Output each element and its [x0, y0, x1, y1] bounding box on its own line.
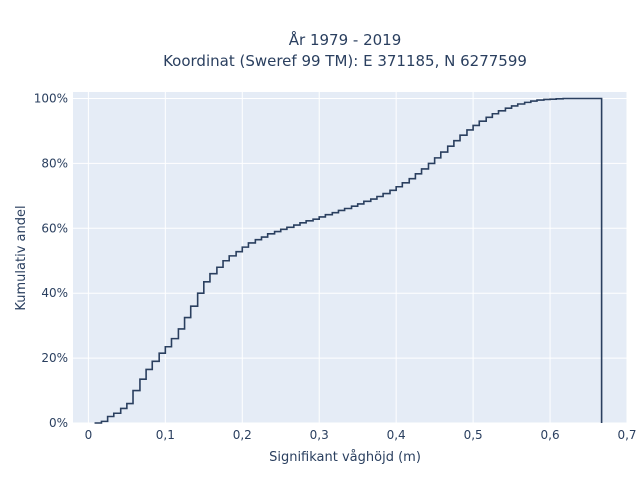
plot-area	[73, 92, 627, 423]
chart-title-line-2: Koordinat (Sweref 99 TM): E 371185, N 62…	[163, 52, 527, 70]
x-tick-label: 0,7	[617, 428, 636, 442]
x-tick-label: 0,6	[541, 428, 560, 442]
y-tick-label: 100%	[34, 91, 68, 105]
series-layer	[94, 97, 603, 424]
x-axis-title: Signifikant våghöjd (m)	[269, 450, 421, 465]
y-tick-labels: 0% 20% 40% 60% 80% 100%	[34, 91, 68, 430]
y-axis-title: Kumulativ andel	[14, 205, 29, 310]
y-tick-label: 80%	[41, 156, 68, 170]
y-tick-label: 40%	[41, 286, 68, 300]
x-tick-label: 0,1	[156, 428, 175, 442]
y-tick-label: 0%	[49, 416, 68, 430]
x-tick-label: 0,2	[233, 428, 252, 442]
grid-lines	[73, 92, 628, 424]
x-tick-label: 0,5	[464, 428, 483, 442]
x-tick-label: 0	[85, 428, 93, 442]
cdf-step-line	[94, 97, 603, 424]
chart-title-line-1: År 1979 - 2019	[289, 30, 402, 49]
y-tick-label: 20%	[41, 351, 68, 365]
x-tick-label: 0,3	[310, 428, 329, 442]
y-tick-label: 60%	[41, 221, 68, 235]
x-tick-labels: 0 0,1 0,2 0,3 0,4 0,5 0,6 0,7	[85, 428, 637, 442]
x-tick-label: 0,4	[387, 428, 406, 442]
